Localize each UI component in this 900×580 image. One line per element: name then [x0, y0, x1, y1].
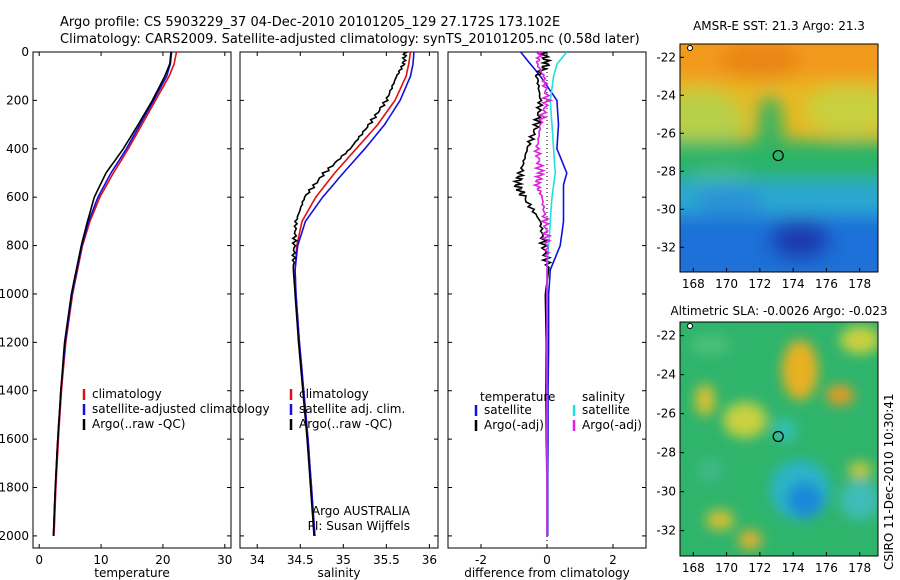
salinity-legend-label: Argo(..raw -QC) — [299, 417, 392, 431]
sst-map-island — [687, 45, 693, 51]
side-timestamp-label: CSIRO 11-Dec-2010 10:30:41 — [882, 393, 896, 570]
sst-map-frame — [679, 43, 879, 273]
temperature-legend-label: climatology — [92, 387, 162, 401]
sal-series-black-line — [291, 52, 408, 536]
sla-map-island — [687, 323, 693, 329]
depth-tick-label: 2000 — [0, 529, 29, 543]
sst-map-ytick-label: -26 — [656, 126, 676, 140]
sal-xtick-label: 36 — [422, 553, 437, 567]
sal-series-blue-line — [294, 52, 415, 536]
depth-tick-label: 400 — [6, 142, 29, 156]
temperature-legend-label: satellite-adjusted climatology — [92, 402, 270, 416]
sal-xtick-label: 35 — [336, 553, 351, 567]
sst-map-ytick-label: -24 — [656, 88, 676, 102]
diff-legend-label: Argo(-adj) — [484, 418, 544, 432]
sal-axes-box — [239, 51, 439, 549]
sla-map-xtick-label: 174 — [782, 561, 805, 575]
depth-tick-label: 1400 — [0, 384, 29, 398]
sla-map-ytick-label: -24 — [656, 368, 676, 382]
sst-map-field — [680, 44, 878, 272]
diff-series-magenta-line — [531, 52, 554, 536]
diff-xtick-label: 2 — [609, 553, 617, 567]
diff-xtick-label: 0 — [543, 553, 551, 567]
sla-map-xtick-label: 168 — [682, 561, 705, 575]
sst-map-xtick-label: 176 — [815, 277, 838, 291]
depth-tick-label: 1000 — [0, 287, 29, 301]
sal-xlabel: salinity — [317, 566, 360, 580]
sst-map-xtick-label: 178 — [848, 277, 871, 291]
temp-axes-box — [32, 51, 232, 549]
depth-tick-label: 200 — [6, 93, 29, 107]
temperature-legend-label: Argo(..raw -QC) — [92, 417, 185, 431]
temp-series-black-line — [52, 52, 172, 536]
diff-xlabel: difference from climatology — [464, 566, 630, 580]
sla-map-ytick-label: -26 — [656, 407, 676, 421]
diff-legend-label: Argo(-adj) — [582, 418, 642, 432]
depth-tick-label: 0 — [21, 45, 29, 59]
diff-xtick-label: -2 — [475, 553, 487, 567]
salinity-annotation: PI: Susan Wijffels — [308, 519, 410, 533]
sst-map-xtick-label: 168 — [682, 277, 705, 291]
sla-map-title: Altimetric SLA: -0.0026 Argo: -0.023 — [670, 304, 887, 318]
sla-map-xtick-label: 172 — [748, 561, 771, 575]
sal-series-red-line — [294, 52, 412, 536]
sst-map-ytick-label: -22 — [656, 50, 676, 64]
diff-legend-label: satellite — [582, 403, 630, 417]
sla-map-frame — [679, 321, 879, 557]
sla-map-xtick-label: 170 — [715, 561, 738, 575]
sla-map-field — [680, 322, 878, 556]
temp-xtick-label: 30 — [217, 553, 232, 567]
sst-map-xtick-label: 170 — [715, 277, 738, 291]
sal-xtick-label: 34 — [250, 553, 265, 567]
temp-xtick-label: 20 — [155, 553, 170, 567]
sst-map-xtick-label: 174 — [782, 277, 805, 291]
depth-tick-label: 600 — [6, 190, 29, 204]
sla-map-ytick-label: -30 — [656, 485, 676, 499]
sla-map-xtick-label: 176 — [815, 561, 838, 575]
sla-map-ytick-label: -28 — [656, 446, 676, 460]
depth-tick-label: 1800 — [0, 481, 29, 495]
diff-series-cyan-line — [546, 52, 568, 536]
sst-map-ytick-label: -30 — [656, 202, 676, 216]
temp-xtick-label: 10 — [93, 553, 108, 567]
sla-map-argo-marker — [772, 430, 784, 443]
sla-map-ytick-label: -22 — [656, 329, 676, 343]
header-line-1: Argo profile: CS 5903229_37 04-Dec-2010 … — [60, 15, 560, 30]
diff-series-blue-line — [519, 52, 568, 536]
sal-xtick-label: 34.5 — [287, 553, 314, 567]
temp-xlabel: temperature — [94, 566, 169, 580]
sla-map-xtick-label: 178 — [848, 561, 871, 575]
diff-legend-header-salinity: salinity — [582, 390, 625, 404]
diff-legend-label: satellite — [484, 403, 532, 417]
depth-tick-label: 1600 — [0, 432, 29, 446]
diff-series-black-line — [511, 52, 553, 536]
sst-map-ytick-label: -28 — [656, 164, 676, 178]
sla-map-ytick-label: -32 — [656, 524, 676, 538]
salinity-annotation: Argo AUSTRALIA — [312, 504, 411, 518]
sst-map-title: AMSR-E SST: 21.3 Argo: 21.3 — [693, 19, 865, 33]
depth-tick-label: 1200 — [0, 335, 29, 349]
sst-map-xtick-label: 172 — [748, 277, 771, 291]
header-line-2: Climatology: CARS2009. Satellite-adjuste… — [60, 32, 640, 47]
depth-tick-label: 800 — [6, 239, 29, 253]
sal-xtick-label: 35.5 — [373, 553, 400, 567]
salinity-legend-label: satellite adj. clim. — [299, 402, 405, 416]
sst-map-ytick-label: -32 — [656, 240, 676, 254]
diff-legend-header-temperature: temperature — [480, 390, 555, 404]
salinity-legend-label: climatology — [299, 387, 369, 401]
sst-map-argo-marker — [772, 149, 784, 162]
temp-xtick-label: 0 — [35, 553, 43, 567]
